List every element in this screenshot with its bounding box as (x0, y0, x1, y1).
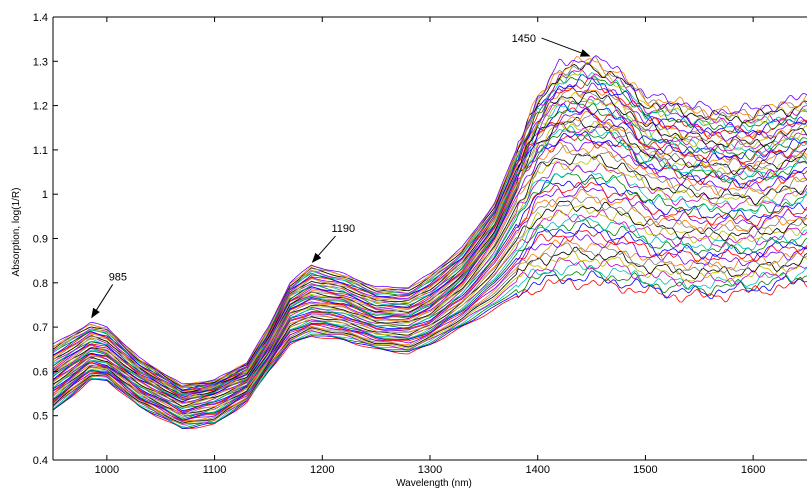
spectrum-line (52, 153, 807, 407)
spectrum-line (52, 172, 807, 409)
spectrum-line (52, 56, 807, 387)
y-tick-label: 1.4 (33, 12, 48, 24)
spectrum-line (52, 222, 807, 421)
x-tick-label: 1200 (310, 464, 334, 476)
spectrum-line (52, 74, 807, 391)
spectrum-line (52, 100, 807, 396)
annotation-label: 1450 (512, 33, 536, 45)
spectrum-line (52, 141, 807, 404)
spectrum-line (52, 266, 807, 429)
spectrum-line (52, 218, 807, 420)
y-tick-label: 0.4 (33, 455, 48, 467)
spectrum-line (52, 111, 807, 399)
y-tick-label: 0.5 (33, 411, 48, 423)
spectrum-line (52, 90, 807, 393)
spectrum-line (52, 262, 807, 428)
spectrum-line (52, 82, 807, 391)
x-tick-label: 1500 (633, 464, 657, 476)
spectrum-line (52, 87, 807, 392)
spectrum-line (52, 70, 807, 389)
series-layer (52, 55, 807, 430)
spectrum-line (52, 246, 807, 424)
spectrum-line (52, 230, 807, 422)
spectrum-line (52, 120, 807, 399)
spectrum-line (52, 133, 807, 403)
y-tick-label: 1.1 (33, 145, 48, 157)
y-tick-label: 0.8 (33, 278, 48, 290)
spectrum-line (52, 242, 807, 423)
spectrum-line (52, 181, 807, 413)
spectrum-line (52, 121, 807, 400)
annotations-layer: 985 1190 1450 (91, 33, 591, 319)
spectrum-line (52, 174, 807, 412)
spectrum-line (52, 204, 807, 417)
y-tick-label: 1.3 (33, 56, 48, 68)
spectrum-line (52, 125, 807, 400)
spectrum-line (52, 186, 807, 414)
spectrum-line (52, 164, 807, 410)
y-tick-label: 0.9 (33, 234, 48, 246)
spectrum-line (52, 209, 807, 417)
x-tick-label: 1600 (741, 464, 765, 476)
x-tick-label: 1100 (203, 464, 227, 476)
annotation-arrow (541, 37, 591, 57)
annotation-label: 985 (109, 271, 127, 283)
annotation-label: 1190 (332, 223, 356, 235)
x-tick-label: 1400 (525, 464, 549, 476)
x-tick-label: 1000 (95, 464, 119, 476)
x-tick-label: 1300 (418, 464, 442, 476)
spectrum-line (52, 95, 807, 394)
spectrum-line (52, 76, 807, 389)
x-axis-label: Wavelength (nm) (396, 478, 472, 489)
y-tick-label: 0.6 (33, 366, 48, 378)
spectrum-line (52, 128, 807, 401)
y-tick-label: 1 (42, 189, 48, 201)
ticks-layer: 1000 1100 1200 1300 1400 1500 1600 0.4 0.5 0.6 0.7… (33, 12, 766, 476)
annotation-arrow (91, 284, 114, 319)
spectrum-line (52, 131, 807, 403)
spectrum-line (52, 251, 807, 425)
y-axis-label: Absorption, log(1/R) (11, 188, 22, 277)
spectrum-line (52, 196, 807, 415)
spectrum-line (52, 99, 807, 396)
y-tick-label: 1.2 (33, 101, 48, 113)
annotation-arrow (311, 235, 336, 263)
spectrum-line (52, 55, 807, 385)
y-tick-label: 0.7 (33, 322, 48, 334)
spectrum-line (52, 61, 807, 389)
